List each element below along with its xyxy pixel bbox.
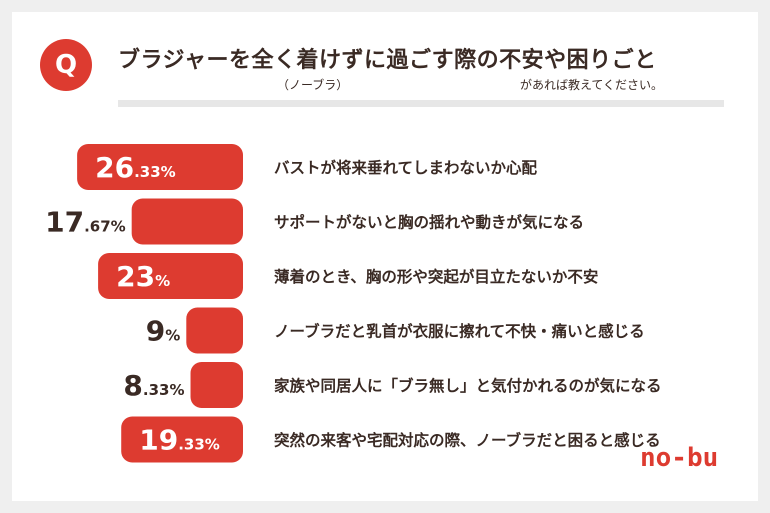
bar-value-dec-2: .67% bbox=[84, 218, 126, 236]
category-label-5: 家族や同居人に「ブラ無し」と気付かれるのが気になる bbox=[274, 376, 662, 395]
bar-1 bbox=[77, 144, 243, 190]
category-label-3: 薄着のとき、胸の形や突起が目立たないか不安 bbox=[274, 267, 598, 286]
bar-value-int-4: 9 bbox=[146, 315, 165, 348]
bar-value-label-1: 26.33% bbox=[95, 151, 176, 184]
bar-value-dec-6: .33% bbox=[178, 436, 220, 454]
question-ruby-right: があれば教えてください。 bbox=[520, 78, 664, 92]
bar-value-label-5: 8.33% bbox=[123, 369, 184, 402]
question-badge: Q bbox=[40, 39, 92, 91]
bar-value-int-2: 17 bbox=[45, 206, 84, 239]
bar-value-dec-4: % bbox=[165, 327, 180, 345]
bar-value-dec-5: .33% bbox=[143, 381, 185, 399]
bar-4 bbox=[186, 307, 243, 354]
bar-2 bbox=[131, 198, 243, 245]
bar-value-int-5: 8 bbox=[123, 369, 142, 402]
bar-3 bbox=[98, 253, 243, 299]
question-title: ブラジャーを全く着けずに過ごす際の不安や困りごと bbox=[118, 48, 657, 73]
bar-value-label-6: 19.33% bbox=[139, 424, 220, 457]
title-divider bbox=[118, 100, 724, 107]
bar-value-dec-3: % bbox=[155, 272, 170, 290]
bar-value-label-2: 17.67% bbox=[45, 206, 126, 239]
question-ruby-left: （ノーブラ） bbox=[277, 78, 349, 92]
bar-value-dec-1: .33% bbox=[134, 163, 176, 181]
bar-5 bbox=[190, 362, 243, 408]
category-label-2: サポートがないと胸の揺れや動きが気になる bbox=[274, 213, 584, 232]
bar-value-int-1: 26 bbox=[95, 151, 134, 184]
brand-logo: no-bu bbox=[640, 443, 719, 473]
bar-value-int-6: 19 bbox=[139, 424, 178, 457]
category-label-6: 突然の来客や宅配対応の際、ノーブラだと困ると感じる bbox=[274, 431, 661, 450]
bar-value-int-3: 23 bbox=[116, 260, 155, 293]
bar-value-label-3: 23% bbox=[116, 260, 170, 293]
category-label-1: バストが将来垂れてしまわないか心配 bbox=[274, 158, 538, 177]
bar-6 bbox=[121, 416, 243, 463]
category-label-4: ノーブラだと乳首が衣服に擦れて不快・痛いと感じる bbox=[274, 322, 645, 341]
bar-value-label-4: 9% bbox=[146, 315, 181, 348]
